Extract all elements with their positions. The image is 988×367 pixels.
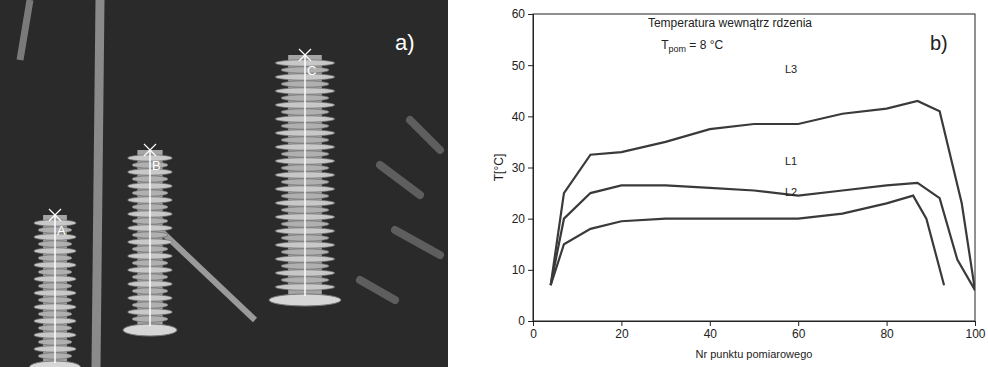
y-tick-label: 40 [512,110,526,124]
point-label: B [152,158,161,173]
x-tick-label: 100 [965,327,985,341]
x-tick-mark [710,321,711,326]
series-line [551,183,975,290]
x-tick: 100 [965,321,985,341]
y-axis-line [528,15,534,322]
measurement-line [149,150,151,326]
y-tick-label: 30 [512,161,526,175]
x-axis: 0 20 40 60 80 100 [530,321,986,341]
x-tick-mark [975,321,976,326]
measurement-start-mark [49,209,61,221]
point-label: A [57,223,66,238]
chart-panel: 0 20 40 60 80 100 0 10 20 30 40 50 60 Nr punktu pomia… [492,7,986,360]
panel-label: a) [395,30,415,55]
chart-title: Temperatura wewnątrz rdzenia [648,16,812,30]
panel-label: b) [930,32,948,54]
insulator [123,150,177,336]
y-tick: 20 [512,212,533,226]
series-label: L1 [785,155,797,167]
y-tick-label: 10 [512,263,526,277]
x-tick-mark [798,321,799,326]
y-axis: 0 10 20 30 40 50 60 [512,7,534,328]
x-tick-label: 60 [792,327,806,341]
y-tick-mark [528,321,533,322]
support-pole [96,0,100,367]
y-tick: 40 [512,110,533,124]
y-tick-mark [528,168,533,169]
plot-frame [533,14,975,321]
y-tick-mark [528,14,533,15]
y-tick-mark [528,219,533,220]
measurement-line [54,215,56,363]
x-tick-label: 20 [615,327,629,341]
series-label: L2 [785,186,797,198]
series-line [551,196,944,286]
y-tick-label: 50 [512,59,526,73]
thermal-image-panel: A B Ca) [0,0,448,367]
background-object [360,280,395,300]
measurement-start-mark [144,144,156,156]
y-tick: 30 [512,161,533,175]
measurement-line [304,55,306,296]
support-beam [20,0,30,60]
y-axis-title: T[°C] [492,154,506,181]
x-tick: 80 [880,321,894,341]
x-tick: 0 [530,321,537,341]
y-tick: 50 [512,59,533,73]
y-tick-label: 60 [512,7,526,21]
x-tick: 20 [615,321,629,341]
x-axis-title: Nr punktu pomiarowego [696,348,813,360]
insulator [30,215,81,367]
point-label: C [307,63,316,78]
image-background [0,0,448,367]
y-tick-mark [528,65,533,66]
support-beam [160,230,255,320]
y-tick: 10 [512,263,533,277]
x-axis-line [534,322,976,327]
subtitle-part: pom [669,44,687,54]
y-tick: 0 [518,314,533,328]
chart-subtitle: Tpom = 8 °C [661,38,723,54]
x-tick-mark [621,321,622,326]
background-object [410,120,440,150]
x-tick: 60 [792,321,806,341]
figure: A B Ca) 0 20 40 60 80 100 0 10 20 30 40 50 60 Nr punktu … [0,0,988,367]
background-object [380,165,420,195]
y-tick-mark [528,116,533,117]
background-object [395,230,440,255]
series-line [551,101,975,290]
y-tick-mark [528,270,533,271]
insulator [269,55,341,306]
x-tick: 40 [704,321,718,341]
y-tick: 60 [512,7,533,21]
subtitle-part: = 8 °C [686,38,723,52]
measurement-start-mark [299,49,311,61]
x-tick-label: 0 [530,327,537,341]
series-label: L3 [785,63,797,75]
x-tick-label: 80 [880,327,894,341]
y-tick-label: 20 [512,212,526,226]
x-tick-label: 40 [704,327,718,341]
series-lines [551,101,975,290]
y-tick-label: 0 [518,314,525,328]
x-tick-mark [887,321,888,326]
